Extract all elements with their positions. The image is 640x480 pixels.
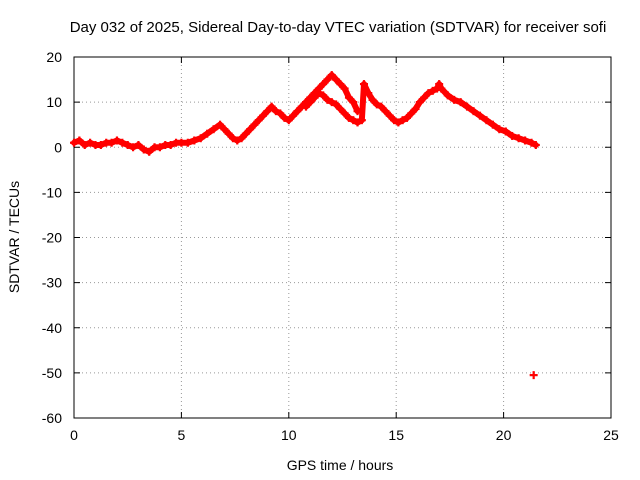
y-tick-label: -10 [42, 184, 62, 200]
y-tick-label: -20 [42, 230, 62, 246]
x-tick-label: 15 [388, 427, 404, 443]
y-tick-label: -40 [42, 320, 62, 336]
y-tick-label: 10 [46, 94, 62, 110]
y-tick-label: -30 [42, 275, 62, 291]
series-segment [350, 99, 361, 115]
ticks: 0 5 10 15 20 25 -60 -50 -40 -30 -20 -10 0 10 20 [42, 49, 619, 443]
chart-title: Day 032 of 2025, Sidereal Day-to-day VTE… [70, 19, 607, 36]
x-tick-label: 0 [70, 427, 78, 443]
y-tick-label: -60 [42, 410, 62, 426]
y-tick-label: -50 [42, 365, 62, 381]
series-segment [528, 139, 539, 148]
y-tick-label: 20 [46, 49, 62, 65]
x-tick-label: 25 [603, 427, 619, 443]
x-axis-label: GPS time / hours [287, 457, 394, 473]
data-point [529, 371, 538, 380]
x-tick-label: 20 [496, 427, 512, 443]
x-tick-label: 5 [178, 427, 186, 443]
y-axis-label: SDTVAR / TECUs [6, 181, 22, 293]
y-tick-label: 0 [54, 139, 62, 155]
data-series [70, 71, 540, 380]
x-tick-label: 10 [281, 427, 297, 443]
